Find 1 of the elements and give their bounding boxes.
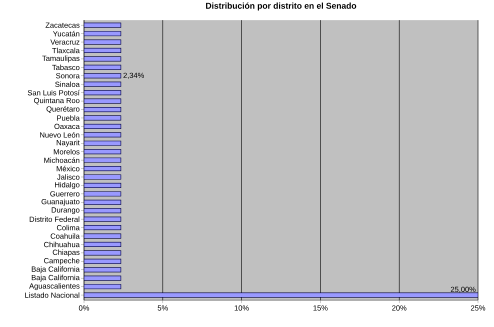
chart-title: Distribución por distrito en el Senado — [206, 2, 356, 10]
